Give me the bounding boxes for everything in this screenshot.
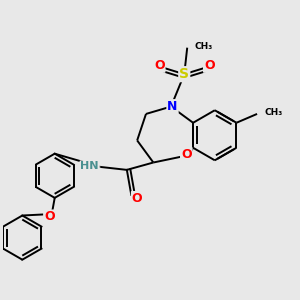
- Text: N: N: [167, 100, 178, 113]
- Text: S: S: [179, 67, 189, 81]
- Text: CH₃: CH₃: [264, 108, 283, 117]
- Text: CH₃: CH₃: [195, 42, 213, 51]
- Text: O: O: [154, 59, 165, 72]
- Text: O: O: [181, 148, 192, 161]
- Text: O: O: [44, 211, 55, 224]
- Text: O: O: [132, 192, 142, 205]
- Text: O: O: [204, 59, 214, 72]
- Text: HN: HN: [80, 161, 99, 171]
